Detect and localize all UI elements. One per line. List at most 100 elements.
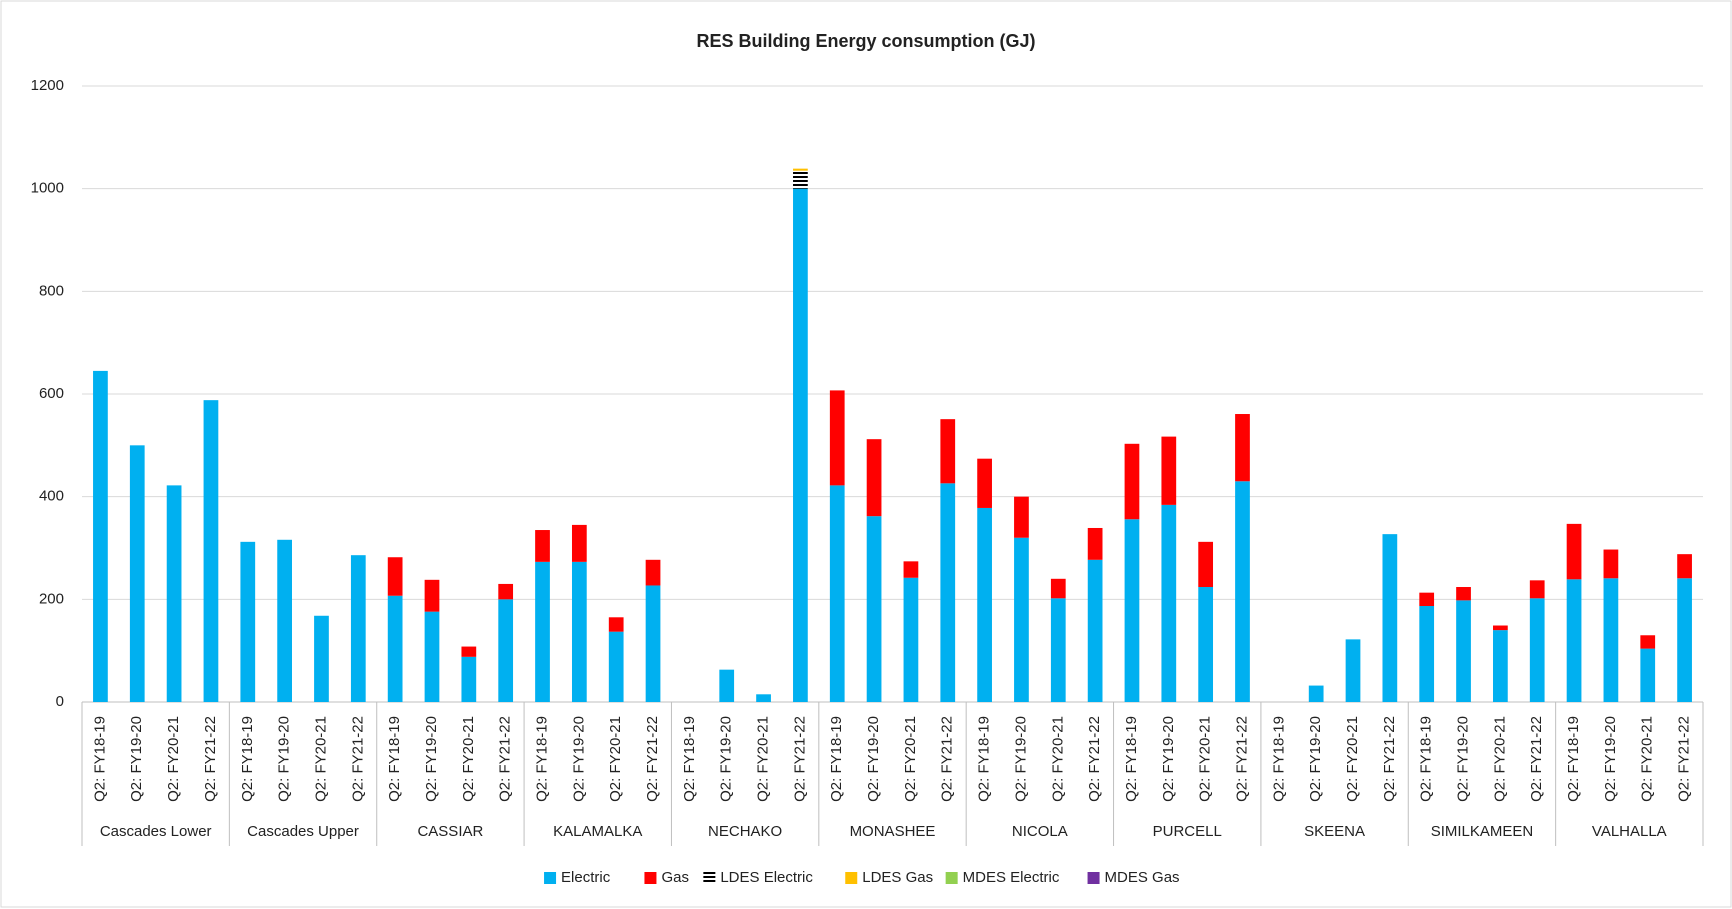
- legend-swatch: [1087, 872, 1100, 884]
- x-tick-label: Q2: FY18-19: [91, 716, 108, 802]
- bar-segment: [461, 646, 477, 657]
- bar-segment: [1419, 592, 1435, 607]
- legend-label: MDES Electric: [963, 869, 1060, 886]
- group-label: PURCELL: [1153, 823, 1222, 840]
- bar-segment: [387, 557, 403, 596]
- bar-segment: [1050, 598, 1066, 702]
- bar-segment: [608, 631, 624, 702]
- legend-label: LDES Gas: [862, 869, 933, 886]
- bar-segment: [866, 439, 882, 517]
- x-tick-label: Q2: FY18-19: [239, 716, 256, 802]
- bar-segment: [977, 507, 992, 702]
- bar-segment: [940, 419, 956, 484]
- bar-segment: [756, 694, 771, 702]
- x-tick-label: Q2: FY21-22: [939, 716, 956, 802]
- chart-title: RES Building Energy consumption (GJ): [696, 31, 1035, 51]
- x-tick-label: Q2: FY21-22: [1233, 716, 1250, 802]
- bar-segment: [571, 524, 587, 562]
- group-label: NECHAKO: [708, 823, 782, 840]
- bar-segment: [93, 370, 108, 702]
- bar-segment: [645, 559, 661, 586]
- bar-segment: [571, 561, 587, 702]
- x-tick-label: Q2: FY18-19: [1123, 716, 1140, 802]
- x-tick-label: Q2: FY21-22: [644, 716, 661, 802]
- x-tick-label: Q2: FY18-19: [1418, 716, 1435, 802]
- x-tick-label: Q2: FY19-20: [865, 716, 882, 802]
- x-tick-label: Q2: FY21-22: [1528, 716, 1545, 802]
- bar-segment: [1529, 580, 1545, 599]
- bar-segment: [203, 400, 219, 702]
- x-tick-label: Q2: FY18-19: [681, 716, 698, 802]
- bar-segment: [240, 541, 256, 702]
- bar-segment: [940, 483, 956, 702]
- bar-segment: [461, 656, 477, 702]
- bar-segment: [387, 595, 403, 702]
- x-tick-label: Q2: FY19-20: [128, 716, 145, 802]
- bar-segment: [277, 539, 292, 702]
- bar-segment: [314, 615, 329, 702]
- legend-swatch: [845, 872, 858, 884]
- legend-swatch: [703, 872, 716, 884]
- bar-segment: [1050, 578, 1066, 599]
- legend-label: LDES Electric: [720, 869, 813, 886]
- bar-segment: [829, 485, 845, 702]
- x-tick-label: Q2: FY21-22: [202, 716, 219, 802]
- bar-segment: [1235, 414, 1250, 482]
- x-tick-label: Q2: FY19-20: [276, 716, 293, 802]
- bar-segment: [645, 585, 661, 702]
- bar-segment: [793, 188, 808, 702]
- y-tick-label: 400: [39, 488, 64, 505]
- bar-segment: [866, 516, 882, 702]
- x-tick-label: Q2: FY19-20: [1160, 716, 1177, 802]
- x-tick-label: Q2: FY19-20: [423, 716, 440, 802]
- x-tick-label: Q2: FY18-19: [976, 716, 993, 802]
- legend-label: MDES Gas: [1105, 869, 1180, 886]
- bar-segment: [1640, 635, 1656, 649]
- legend-label: Electric: [561, 869, 611, 886]
- bar-segment: [1087, 527, 1103, 560]
- x-tick-label: Q2: FY21-22: [1676, 716, 1693, 802]
- x-tick-label: Q2: FY20-21: [1639, 716, 1656, 802]
- bar-segment: [1124, 443, 1140, 520]
- bar-segment: [608, 617, 624, 632]
- bar-segment: [1456, 587, 1471, 601]
- x-tick-label: Q2: FY20-21: [902, 716, 919, 802]
- bar-segment: [498, 599, 514, 702]
- bar-segment: [1603, 578, 1619, 702]
- x-tick-label: Q2: FY19-20: [1012, 716, 1029, 802]
- bar-segment: [1566, 523, 1582, 580]
- group-label: Cascades Lower: [100, 823, 212, 840]
- x-tick-label: Q2: FY20-21: [1491, 716, 1508, 802]
- x-tick-label: Q2: FY20-21: [755, 716, 772, 802]
- bar-segment: [498, 583, 514, 600]
- bar-segment: [1161, 504, 1177, 702]
- bar-segment: [1677, 578, 1692, 702]
- x-tick-label: Q2: FY18-19: [1565, 716, 1582, 802]
- group-label: CASSIAR: [417, 823, 483, 840]
- bar-segment: [1493, 625, 1508, 631]
- bar-segment: [1640, 648, 1656, 702]
- bar-segment: [903, 577, 919, 702]
- x-tick-label: Q2: FY18-19: [386, 716, 403, 802]
- bar-segment: [1456, 600, 1471, 702]
- bar-segment: [1198, 541, 1214, 588]
- group-label: Cascades Upper: [247, 823, 359, 840]
- x-tick-label: Q2: FY20-21: [165, 716, 182, 802]
- bar-segment: [1235, 481, 1250, 702]
- bar-segment: [1382, 534, 1398, 702]
- x-tick-label: Q2: FY21-22: [1381, 716, 1398, 802]
- bar-segment: [1566, 579, 1582, 702]
- x-tick-label: Q2: FY18-19: [828, 716, 845, 802]
- bar-segment: [1124, 519, 1140, 702]
- bar-segment: [793, 170, 808, 189]
- y-tick-label: 800: [39, 282, 64, 299]
- x-tick-label: Q2: FY21-22: [1086, 716, 1103, 802]
- bar-segment: [424, 611, 440, 702]
- bar-segment: [1087, 559, 1103, 702]
- group-label: MONASHEE: [850, 823, 936, 840]
- bar-segment: [350, 555, 366, 702]
- x-tick-label: Q2: FY19-20: [1455, 716, 1472, 802]
- bar-segment: [1014, 496, 1029, 538]
